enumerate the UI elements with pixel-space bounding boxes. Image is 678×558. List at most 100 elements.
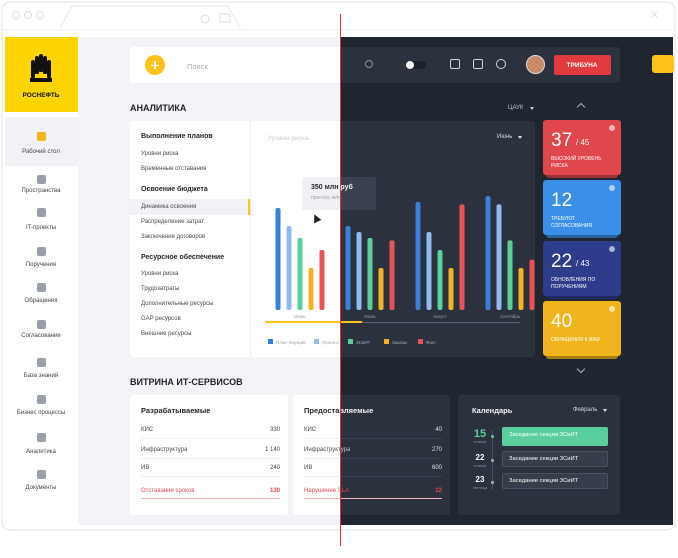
- tribuna-button[interactable]: [554, 55, 611, 75]
- row-divider: [304, 438, 442, 439]
- row-divider: [304, 476, 442, 477]
- toolbar-icon[interactable]: [450, 59, 460, 69]
- x-tick-label: Июнь: [294, 313, 306, 319]
- stat-icon: [609, 185, 615, 191]
- row-divider: [141, 438, 280, 439]
- x-tick-label: Август: [433, 313, 447, 319]
- event-box[interactable]: [502, 473, 608, 489]
- service-row-value: 40: [435, 427, 442, 433]
- user-avatar[interactable]: [526, 55, 545, 74]
- nav-item[interactable]: База знаний: [23, 373, 59, 379]
- chart-scroll-track: [265, 322, 520, 323]
- logo-base: [30, 78, 52, 82]
- menu-item[interactable]: GAP ресурсов: [141, 313, 181, 325]
- logo-flame: [43, 56, 47, 74]
- menu-item[interactable]: Уровни риска: [141, 268, 179, 280]
- nav-icon: [37, 358, 46, 367]
- nav-icon: [37, 395, 46, 404]
- nav-item[interactable]: Аналитика: [26, 449, 56, 455]
- stat-card[interactable]: [543, 301, 621, 356]
- stat-icon: [609, 306, 615, 312]
- nav-icon: [37, 470, 46, 479]
- alert-progress: [141, 498, 280, 499]
- legend-item: Факт: [426, 339, 437, 345]
- nav-item[interactable]: Документы: [25, 485, 57, 491]
- notification-button[interactable]: [652, 55, 674, 73]
- nav-item[interactable]: Рабочий стол: [22, 149, 60, 155]
- menu-item[interactable]: Динамика освоения: [141, 201, 196, 213]
- event-title: Заседание секции ЗСиИТ: [509, 456, 579, 463]
- nav-icon: [37, 433, 46, 442]
- theme-toggle-knob: [406, 61, 414, 69]
- dropdown-caret: [518, 136, 522, 139]
- event-box[interactable]: [502, 427, 608, 446]
- menu-item[interactable]: Распределение затрат: [141, 216, 204, 228]
- nav-item[interactable]: IT-проекты: [25, 225, 57, 231]
- nav-item[interactable]: Бизнес процессы: [16, 410, 66, 416]
- stat-label: ТРЕБУЮТ СОГЛАСОВАНИЯ: [551, 216, 593, 229]
- service-row-label: ИВ: [141, 462, 149, 474]
- chart-scroll-thumb[interactable]: [265, 321, 362, 323]
- logo-flame: [39, 54, 43, 72]
- service-alert-value: 130: [269, 488, 280, 494]
- stat-card[interactable]: [543, 180, 621, 235]
- nav-icon: [37, 283, 46, 292]
- menu-heading: Выполнение планов: [141, 130, 213, 144]
- nav-item[interactable]: Пространства: [21, 188, 61, 194]
- menu-active-bar: [248, 199, 250, 215]
- legend-swatch: [384, 339, 389, 344]
- stat-value: 12: [551, 190, 573, 211]
- logo-text: РОСНЕФТЬ: [22, 91, 60, 99]
- search-input[interactable]: Поиск: [187, 59, 208, 74]
- filter-dropdown[interactable]: ЦАУК: [508, 102, 523, 114]
- legend-swatch: [268, 339, 273, 344]
- tribuna-label: ТРИБУНА: [566, 61, 598, 69]
- month-dropdown[interactable]: Февраль: [573, 404, 597, 416]
- add-icon: [154, 61, 156, 70]
- stat-card[interactable]: [543, 241, 621, 296]
- legend-item: Заказы: [392, 339, 408, 345]
- logo-flame: [35, 56, 39, 74]
- legend-item: ЗСиИТ: [356, 339, 371, 345]
- search-icon[interactable]: [365, 60, 373, 68]
- period-dropdown[interactable]: Июнь: [497, 131, 512, 143]
- row-divider: [141, 458, 280, 459]
- stat-label: ВЫСОКИЙ УРОВЕНЬ РИСКА: [551, 156, 602, 169]
- row-divider: [304, 458, 442, 459]
- stat-icon: [609, 125, 615, 131]
- nav-active-bg: [5, 117, 78, 166]
- toolbar-icon[interactable]: [473, 59, 483, 69]
- menu-divider: [250, 121, 251, 357]
- menu-item[interactable]: Дополнительные ресурсы: [141, 298, 213, 310]
- nav-item[interactable]: Обращения: [24, 298, 58, 304]
- tooltip-value: 350 млн руб: [311, 181, 353, 195]
- logo-flame: [47, 60, 51, 78]
- toolbar-icon[interactable]: [496, 59, 506, 69]
- event-box[interactable]: [502, 451, 608, 467]
- event-day: 23: [475, 475, 485, 484]
- service-row-value: 330: [269, 427, 280, 433]
- nav-icon: [37, 320, 46, 329]
- service-row-value: 1 140: [264, 447, 280, 453]
- nav-item[interactable]: Поручения: [25, 262, 57, 268]
- menu-item[interactable]: Внешние ресурсы: [141, 328, 191, 340]
- menu-item[interactable]: Заключение договоров: [141, 231, 205, 243]
- service-card-title: Разрабатываемые: [141, 403, 210, 418]
- menu-item[interactable]: Временные отставания: [141, 163, 206, 175]
- menu-heading: Ресурсное обеспечение: [141, 251, 224, 265]
- menu-item[interactable]: Трудозатраты: [141, 283, 179, 295]
- event-dot: [491, 434, 494, 438]
- legend-item: План текущий: [276, 339, 306, 345]
- service-alert-label: Отставание сроков: [141, 485, 194, 497]
- menu-item[interactable]: Уровни риска: [141, 148, 179, 160]
- stat-label: ОБРАЩЕНИЯ К ВАМ: [551, 337, 600, 343]
- stat-card[interactable]: [543, 120, 621, 175]
- service-row-label: КИС: [304, 424, 316, 436]
- theme-toggle[interactable]: [406, 61, 426, 69]
- tooltip-caption: прогноз, млн.: [311, 195, 343, 201]
- nav-item[interactable]: Согласование: [21, 333, 61, 339]
- service-row-label: Инфраструктура: [304, 444, 350, 456]
- stat-value: 37: [551, 130, 573, 151]
- legend-item: Прогноз: [322, 339, 339, 345]
- stat-total: / 45: [576, 138, 590, 147]
